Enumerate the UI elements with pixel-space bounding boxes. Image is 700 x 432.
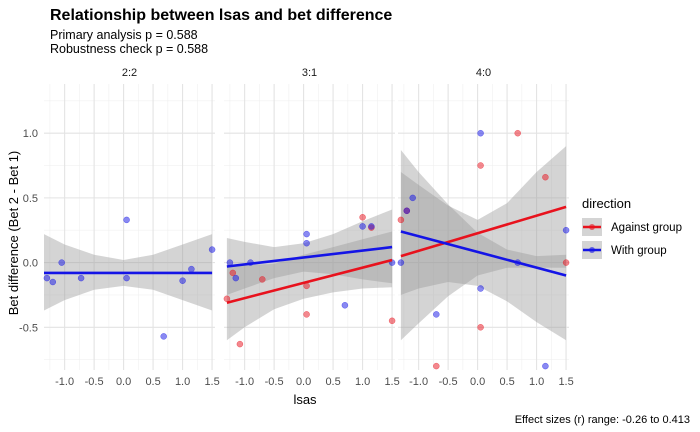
data-point-with — [409, 194, 416, 202]
y-tick-label: 0.0 — [23, 258, 38, 270]
facet-strip-label: 3:1 — [302, 67, 317, 79]
data-point-against — [477, 324, 484, 331]
x-tick-label: 0.0 — [116, 376, 131, 388]
x-tick-label: 0.5 — [325, 376, 340, 388]
data-point-against — [397, 216, 405, 224]
x-tick-label: 0.5 — [145, 376, 160, 388]
data-point-against — [388, 317, 396, 325]
confidence-band-with — [400, 150, 567, 341]
data-point-against — [542, 173, 549, 181]
x-axis-title: lsas — [293, 392, 317, 407]
data-point-with — [232, 274, 240, 282]
x-tick-label: -1.0 — [235, 376, 254, 388]
chart-caption: Effect sizes (r) range: -0.26 to 0.413 — [515, 414, 690, 426]
facet-panel-4-0: 4:0 -1.0 -0.5 0.0 0.5 1.0 1.5 — [397, 67, 574, 388]
confidence-band-against — [400, 146, 567, 341]
legend-key-point — [589, 224, 595, 230]
legend-entry-with: With group — [582, 241, 667, 259]
legend-label: Against group — [611, 222, 682, 234]
x-tick-label: 1.0 — [529, 376, 544, 388]
data-point-against — [303, 311, 310, 318]
x-tick-label: -0.5 — [85, 376, 104, 388]
facet-strip-label: 4:0 — [476, 67, 491, 79]
data-point-with — [397, 259, 405, 266]
data-point-against — [433, 362, 440, 370]
x-tick-label: 1.5 — [384, 376, 399, 388]
facet-panel-2-2: 2:2 -1.0 -0.5 0.0 0.5 1.0 1.5 — [43, 67, 220, 388]
data-point-against — [477, 162, 484, 169]
data-point-against — [514, 129, 521, 137]
data-point-with — [303, 230, 310, 238]
data-point-against — [236, 340, 244, 348]
data-point-with — [477, 285, 484, 292]
x-tick-label: -1.0 — [55, 376, 74, 388]
chart-subtitle-robustness: Robustness check p = 0.588 — [50, 42, 208, 56]
data-point-with — [368, 223, 375, 230]
data-point-with — [433, 311, 440, 318]
data-point-with — [77, 274, 85, 282]
y-tick-label: 1.0 — [23, 128, 38, 140]
data-point-with — [303, 239, 310, 247]
data-point-with — [359, 223, 366, 230]
x-tick-label: -0.5 — [439, 376, 458, 388]
legend-entry-against: Against group — [582, 218, 682, 236]
data-point-with — [43, 274, 51, 282]
legend-label: With group — [611, 245, 667, 257]
x-tick-label: 1.5 — [204, 376, 219, 388]
fit-line-against — [226, 258, 393, 304]
data-point-with — [341, 302, 349, 309]
x-tick-label: -1.0 — [409, 376, 428, 388]
y-tick-label: -0.5 — [19, 322, 38, 334]
facet-panels: 2:2 -1.0 -0.5 0.0 0.5 1.0 1.5 3:1 -1.0 -0.5 0.0 0.5… — [19, 67, 574, 388]
data-point-with — [58, 259, 65, 266]
data-point-with — [188, 265, 195, 273]
data-point-with — [179, 277, 186, 284]
chart-subtitle-primary: Primary analysis p = 0.588 — [50, 28, 198, 42]
fit-line-with — [226, 245, 393, 268]
data-point-with — [160, 333, 167, 340]
x-tick-label: -0.5 — [265, 376, 284, 388]
data-point-against — [562, 259, 570, 266]
y-axis-title: Bet difference (Bet 2 - Bet 1) — [6, 151, 21, 316]
x-tick-label: 1.5 — [558, 376, 573, 388]
x-tick-label: 0.0 — [296, 376, 311, 388]
data-point-with — [123, 274, 130, 282]
data-point-with — [208, 246, 216, 253]
data-point-with — [562, 226, 570, 234]
x-tick-label: 1.0 — [355, 376, 370, 388]
legend-title: direction — [582, 196, 631, 211]
data-point-with — [477, 129, 484, 137]
x-tick-label: 0.0 — [470, 376, 485, 388]
data-point-with — [542, 362, 549, 370]
x-tick-label: 1.0 — [175, 376, 190, 388]
data-point-against — [259, 276, 266, 283]
data-point-with — [403, 207, 411, 215]
facet-strip-label: 2:2 — [122, 67, 137, 79]
chart-title: Relationship between lsas and bet differ… — [50, 7, 392, 24]
data-point-with — [49, 278, 57, 286]
confidence-band-with — [226, 209, 393, 295]
legend: direction Against group With group — [582, 196, 682, 259]
fit-line-with — [400, 230, 567, 277]
data-point-against — [359, 214, 366, 221]
data-point-against — [229, 269, 237, 277]
legend-key-point — [589, 247, 595, 253]
x-tick-label: 0.5 — [499, 376, 514, 388]
data-point-with — [123, 216, 130, 224]
y-tick-label: 0.5 — [23, 193, 38, 205]
fit-line-against — [400, 205, 567, 258]
facet-panel-3-1: 3:1 -1.0 -0.5 0.0 0.5 1.0 1.5 — [223, 67, 400, 388]
